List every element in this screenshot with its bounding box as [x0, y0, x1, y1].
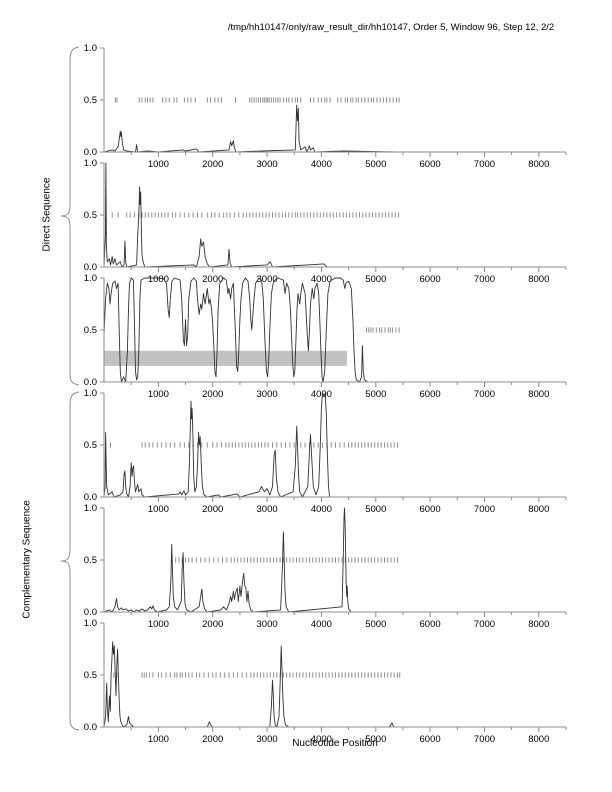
x-tick-label: 8000	[528, 389, 549, 400]
x-tick-label: 5000	[365, 619, 386, 630]
panel-direct-3-plot: 1000 2000 3000 4000 5000 6000 7000 8000 0.0 0.5 1.…	[84, 273, 567, 400]
x-tick-label: 1000	[148, 274, 169, 285]
x-tick-label: 2000	[202, 274, 223, 285]
x-tick-label: 5000	[365, 274, 386, 285]
x-tick-label: 1000	[148, 504, 169, 515]
x-tick-label: 3000	[257, 274, 278, 285]
score-curve	[103, 104, 398, 153]
x-tick-label: 4000	[311, 389, 332, 400]
y-tick-label: 0.5	[84, 670, 97, 681]
y-tick-label: 1.0	[84, 388, 97, 399]
x-axis-label: Nucleotide Position	[292, 738, 378, 749]
score-curve	[103, 392, 398, 498]
x-tick-label: 1000	[148, 159, 169, 170]
panel-direct-2-plot: 1000 2000 3000 4000 5000 6000 7000 8000 0.0 0.5 1.…	[84, 158, 567, 285]
score-curve	[103, 507, 398, 613]
y-tick-label: 1.0	[84, 43, 97, 54]
x-tick-label: 2000	[202, 504, 223, 515]
axes	[103, 163, 566, 268]
x-tick-label: 8000	[528, 159, 549, 170]
y-tick-label: 1.0	[84, 618, 97, 629]
x-tick-label: 8000	[528, 619, 549, 630]
x-tick-label: 3000	[257, 389, 278, 400]
x-tick-label: 4000	[311, 159, 332, 170]
x-tick-label: 4000	[311, 504, 332, 515]
threshold-band	[104, 350, 347, 366]
x-tick-label: 2000	[202, 389, 223, 400]
axes	[103, 623, 566, 728]
y-tick-label: 0.5	[84, 95, 97, 106]
y-tick-label: 0.5	[84, 440, 97, 451]
group-label-complementary-sequence: Complementary Sequence	[21, 500, 33, 619]
x-tick-label: 1000	[148, 619, 169, 630]
group-label-direct-sequence: Direct Sequence	[41, 177, 53, 252]
x-tick-label: 5000	[365, 389, 386, 400]
panel-complementary-2-plot: 1000 2000 3000 4000 5000 6000 7000 8000 0.0 0.5 1.…	[84, 503, 567, 630]
y-tick-label: 1.0	[84, 158, 97, 169]
y-tick-label: 0.0	[84, 262, 97, 273]
x-tick-label: 8000	[528, 504, 549, 515]
y-tick-label: 0.0	[84, 492, 97, 503]
complementary-sequence-brace	[60, 391, 80, 731]
y-tick-label: 0.5	[84, 325, 97, 336]
x-tick-label: 8000	[528, 274, 549, 285]
x-tick-label: 7000	[474, 619, 495, 630]
x-tick-label: 6000	[420, 504, 441, 515]
x-tick-label: 7000	[474, 274, 495, 285]
x-tick-label: 2000	[202, 619, 223, 630]
panel-complementary-3-plot: 1000 2000 3000 4000 5000 6000 7000 8000 0.0 0.5 1.…	[84, 618, 567, 745]
score-curve	[103, 162, 398, 268]
axes	[103, 278, 566, 383]
panel-direct-1-plot: 1000 2000 3000 4000 5000 6000 7000 8000 0.0 0.5 1.…	[84, 43, 567, 170]
x-tick-label: 2000	[202, 159, 223, 170]
y-tick-label: 0.0	[84, 377, 97, 388]
x-tick-label: 7000	[474, 389, 495, 400]
x-tick-label: 5000	[365, 504, 386, 515]
x-tick-label: 1000	[148, 389, 169, 400]
x-tick-label: 5000	[365, 159, 386, 170]
x-tick-label: 7000	[474, 159, 495, 170]
page-title: /tmp/hh10147/only/raw_result_dir/hh10147…	[227, 22, 555, 33]
axes	[103, 508, 566, 613]
axes	[103, 393, 566, 498]
y-tick-label: 0.5	[84, 210, 97, 221]
x-tick-label: 7000	[474, 504, 495, 515]
x-tick-label: 6000	[420, 389, 441, 400]
panel-complementary-1-plot: 1000 2000 3000 4000 5000 6000 7000 8000 0.0 0.5 1.…	[84, 388, 567, 515]
x-tick-label: 4000	[311, 619, 332, 630]
y-tick-label: 0.0	[84, 147, 97, 158]
direct-sequence-brace	[60, 46, 80, 386]
y-tick-label: 1.0	[84, 503, 97, 514]
x-tick-label: 6000	[420, 274, 441, 285]
y-tick-label: 0.5	[84, 555, 97, 566]
x-tick-label: 3000	[257, 159, 278, 170]
x-tick-label: 6000	[420, 159, 441, 170]
y-tick-label: 0.0	[84, 607, 97, 618]
y-tick-label: 1.0	[84, 273, 97, 284]
x-tick-label: 3000	[257, 619, 278, 630]
axes	[103, 48, 566, 153]
x-tick-label: 6000	[420, 619, 441, 630]
x-tick-label: 3000	[257, 504, 278, 515]
y-tick-label: 0.0	[84, 722, 97, 733]
score-curve	[103, 277, 398, 383]
x-tick-label: 4000	[311, 274, 332, 285]
score-curve	[103, 641, 398, 728]
